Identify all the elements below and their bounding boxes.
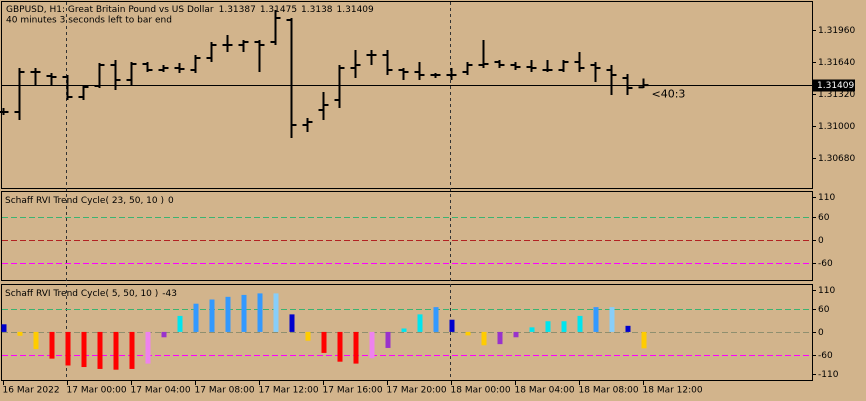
y-tick-label: 1.31000 — [818, 122, 855, 132]
x-tick-label: 18 Mar 12:00 — [643, 386, 703, 396]
y-tick-label: 110 — [818, 286, 835, 296]
indicator-title: Schaff RVI Trend Cycle( 23, 50, 10 ) 0 — [5, 196, 174, 206]
histogram-bar — [209, 299, 215, 332]
x-tick-label: 17 Mar 08:00 — [195, 386, 255, 396]
histogram-bar — [257, 293, 263, 332]
histogram-bar — [305, 331, 311, 341]
y-tick-label: 60 — [818, 213, 830, 223]
x-tick-label: 18 Mar 04:00 — [515, 386, 575, 396]
high: 1.31475 — [260, 5, 297, 15]
x-tick-label: 18 Mar 00:00 — [451, 386, 511, 396]
histogram-bar — [97, 331, 103, 369]
indicator-name: Schaff RVI Trend Cycle( 5, 50, 10 ) — [5, 289, 158, 299]
histogram-bar — [577, 315, 583, 332]
histogram-bar — [49, 331, 55, 359]
histogram-bar — [145, 331, 151, 364]
histogram-bar — [225, 296, 231, 332]
histogram-bar — [449, 319, 455, 332]
histogram-bar — [465, 331, 471, 336]
open: 1.31387 — [219, 5, 256, 15]
x-tick-label: 17 Mar 20:00 — [387, 386, 447, 396]
y-tick-label: -110 — [818, 370, 839, 380]
low: 1.3138 — [301, 5, 333, 15]
x-tick-label: 16 Mar 2022 — [3, 386, 60, 396]
chart-title: GBPUSD, H1: Great Britain Pound vs US Do… — [6, 5, 374, 15]
bid-label-box — [813, 79, 855, 92]
x-tick-label: 17 Mar 04:00 — [131, 386, 191, 396]
histogram-bar — [33, 331, 39, 350]
close: 1.31409 — [337, 5, 374, 15]
countdown: <40:3 — [652, 88, 686, 101]
indicator-pane — [1, 191, 813, 281]
histogram-bar — [337, 331, 343, 362]
indicator-value: -43 — [162, 289, 177, 299]
histogram-bar — [513, 331, 519, 338]
histogram-bar — [481, 331, 487, 346]
y-tick-label: 1.31960 — [818, 26, 855, 36]
histogram-bar — [129, 331, 135, 369]
subtitle: 40 minutes 3 seconds left to bar end — [6, 16, 172, 26]
x-tick-label: 17 Mar 16:00 — [323, 386, 383, 396]
y-tick-label: 60 — [818, 305, 830, 315]
histogram-bar — [593, 307, 599, 332]
y-tick-label: 1.31640 — [818, 58, 855, 68]
histogram-bar — [401, 328, 407, 332]
histogram-bar — [177, 315, 183, 332]
x-tick-label: 18 Mar 08:00 — [579, 386, 639, 396]
symbol: GBPUSD, H1: Great Britain Pound vs US Do… — [6, 5, 214, 15]
histogram-bar — [1, 324, 7, 332]
y-tick-label: -60 — [818, 351, 833, 361]
histogram-bar — [561, 321, 567, 332]
y-tick-label: 0 — [818, 236, 824, 246]
bid-label: 1.31409 — [817, 81, 854, 91]
histogram-bar — [193, 303, 199, 332]
histogram-bar — [65, 331, 71, 366]
y-tick-label: 1.31320 — [818, 90, 855, 100]
indicator-title: Schaff RVI Trend Cycle( 5, 50, 10 ) -43 — [5, 289, 177, 299]
histogram-bar — [417, 314, 423, 332]
y-tick-label: -60 — [818, 259, 833, 269]
histogram-bar — [369, 331, 375, 359]
indicator-value: 0 — [168, 196, 174, 206]
histogram-bar — [17, 331, 23, 336]
histogram-bar — [289, 314, 295, 332]
y-tick-label: 110 — [818, 193, 835, 203]
histogram-bar — [81, 331, 87, 368]
x-tick-label: 17 Mar 00:00 — [67, 386, 127, 396]
histogram-bar — [385, 331, 391, 348]
histogram-bar — [273, 293, 279, 332]
histogram-bar — [529, 327, 535, 332]
indicator-name: Schaff RVI Trend Cycle( 23, 50, 10 ) — [5, 196, 164, 206]
histogram-bar — [625, 325, 631, 332]
histogram-bar — [545, 321, 551, 332]
histogram-bar — [113, 331, 119, 370]
histogram-bar — [321, 331, 327, 353]
histogram-bar — [609, 307, 615, 332]
histogram-bar — [641, 331, 647, 349]
x-tick-label: 17 Mar 12:00 — [259, 386, 319, 396]
histogram-bar — [433, 307, 439, 332]
histogram-bar — [241, 294, 247, 332]
y-tick-label: 0 — [818, 328, 824, 338]
histogram-bar — [497, 331, 503, 345]
y-tick-label: 1.30680 — [818, 154, 855, 164]
histogram-bar — [161, 331, 167, 338]
histogram-bar — [353, 331, 359, 364]
